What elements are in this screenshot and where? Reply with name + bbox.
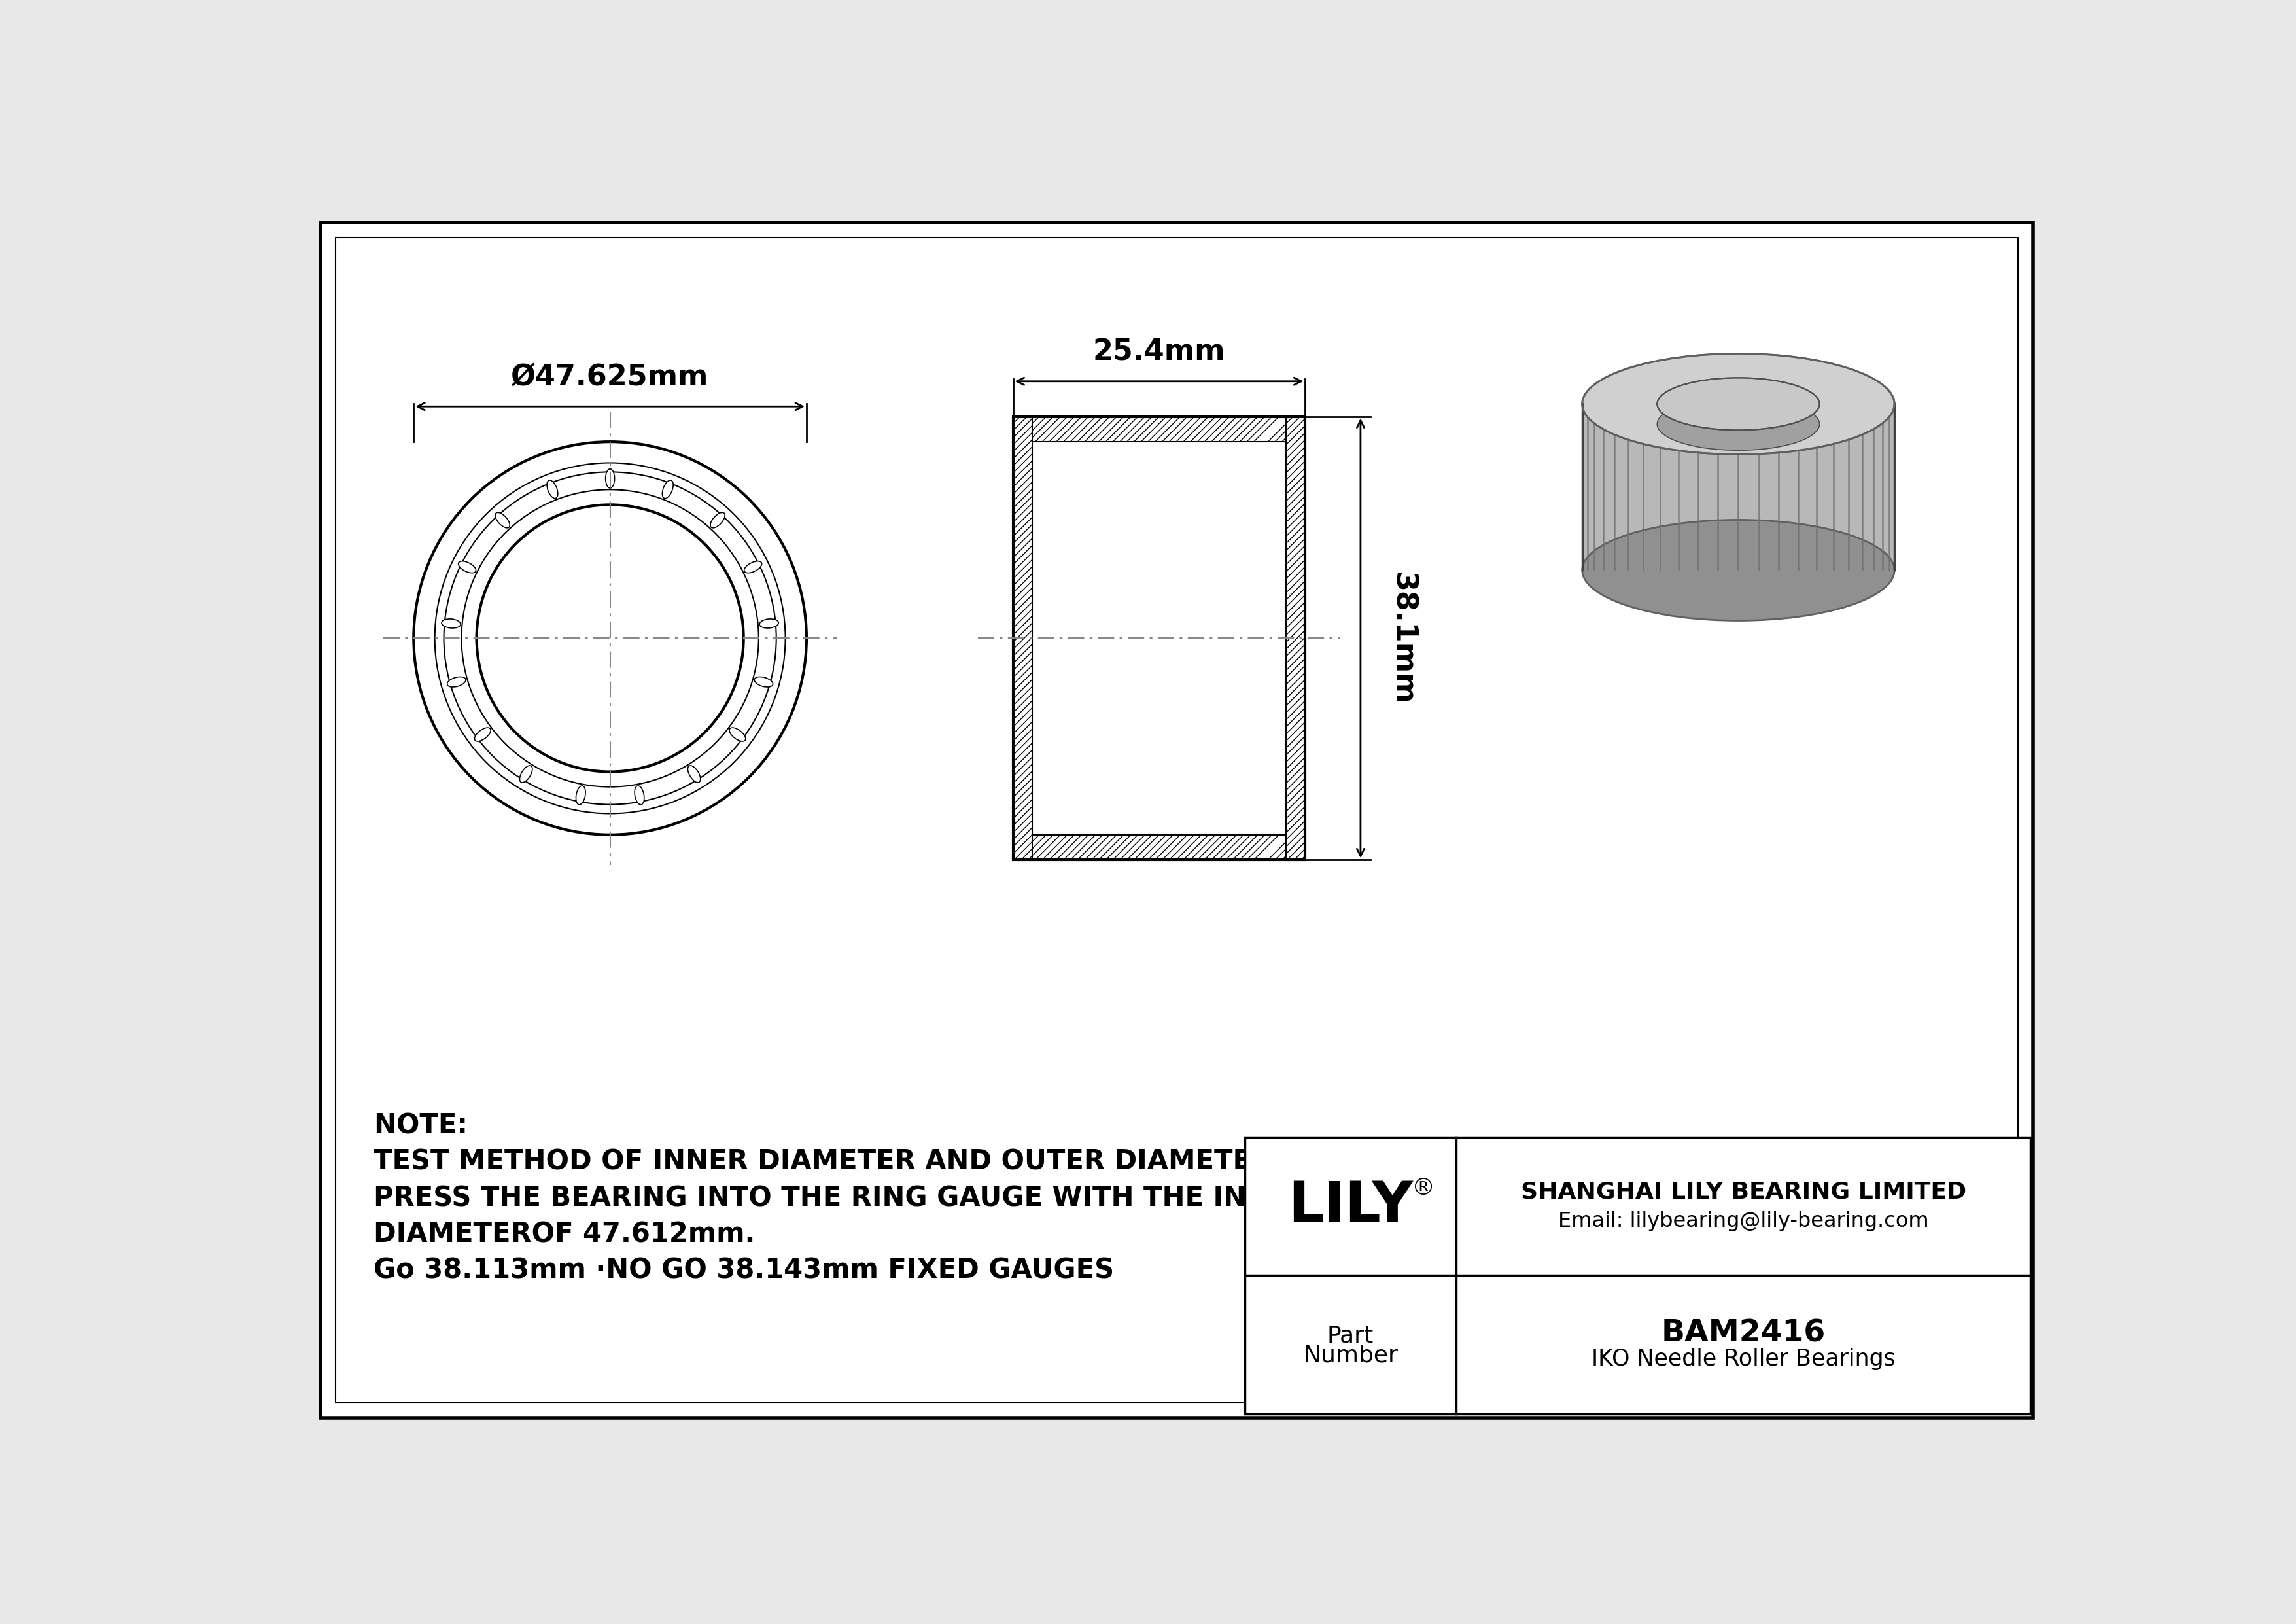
Text: Part: Part (1327, 1325, 1373, 1346)
Ellipse shape (441, 619, 461, 628)
Text: 25.4mm: 25.4mm (1093, 338, 1226, 365)
Ellipse shape (459, 562, 475, 573)
Ellipse shape (519, 765, 533, 783)
Ellipse shape (576, 786, 585, 804)
Text: Number: Number (1304, 1345, 1398, 1367)
Text: Ø47.625mm: Ø47.625mm (512, 364, 709, 391)
Circle shape (478, 505, 744, 771)
Text: 38.1mm: 38.1mm (1389, 572, 1417, 705)
Ellipse shape (661, 481, 673, 499)
Ellipse shape (1582, 354, 1894, 455)
Ellipse shape (1582, 520, 1894, 620)
Ellipse shape (448, 677, 466, 687)
Ellipse shape (606, 469, 615, 489)
Circle shape (434, 463, 785, 814)
Text: ®: ® (1412, 1177, 1435, 1200)
Text: TEST METHOD OF INNER DIAMETER AND OUTER DIAMETER.: TEST METHOD OF INNER DIAMETER AND OUTER … (374, 1148, 1283, 1176)
Ellipse shape (475, 728, 491, 741)
Ellipse shape (709, 513, 726, 528)
Ellipse shape (546, 481, 558, 499)
Text: DIAMETEROF 47.612mm.: DIAMETEROF 47.612mm. (374, 1221, 755, 1249)
Text: SHANGHAI LILY BEARING LIMITED: SHANGHAI LILY BEARING LIMITED (1520, 1181, 1965, 1203)
Ellipse shape (634, 786, 645, 804)
Text: Go 38.113mm ·NO GO 38.143mm FIXED GAUGES: Go 38.113mm ·NO GO 38.143mm FIXED GAUGES (374, 1257, 1114, 1285)
Text: IKO Needle Roller Bearings: IKO Needle Roller Bearings (1591, 1348, 1894, 1369)
Bar (1013, 417, 1304, 861)
Circle shape (413, 442, 806, 835)
Text: Email: lilybearing@lily-bearing.com: Email: lilybearing@lily-bearing.com (1559, 1212, 1929, 1231)
Bar (1582, 404, 1894, 570)
Ellipse shape (689, 765, 700, 783)
Ellipse shape (730, 728, 746, 741)
Ellipse shape (744, 562, 762, 573)
Text: LILY: LILY (1288, 1179, 1412, 1233)
Ellipse shape (1658, 378, 1818, 430)
Ellipse shape (496, 513, 510, 528)
Text: PRESS THE BEARING INTO THE RING GAUGE WITH THE INNER: PRESS THE BEARING INTO THE RING GAUGE WI… (374, 1184, 1309, 1212)
Text: NOTE:: NOTE: (374, 1112, 468, 1140)
Circle shape (461, 489, 758, 788)
Circle shape (443, 473, 776, 804)
Ellipse shape (755, 677, 774, 687)
Ellipse shape (760, 619, 778, 628)
Bar (1244, 1137, 2030, 1415)
Text: BAM2416: BAM2416 (1662, 1319, 1825, 1348)
Ellipse shape (1658, 398, 1818, 450)
